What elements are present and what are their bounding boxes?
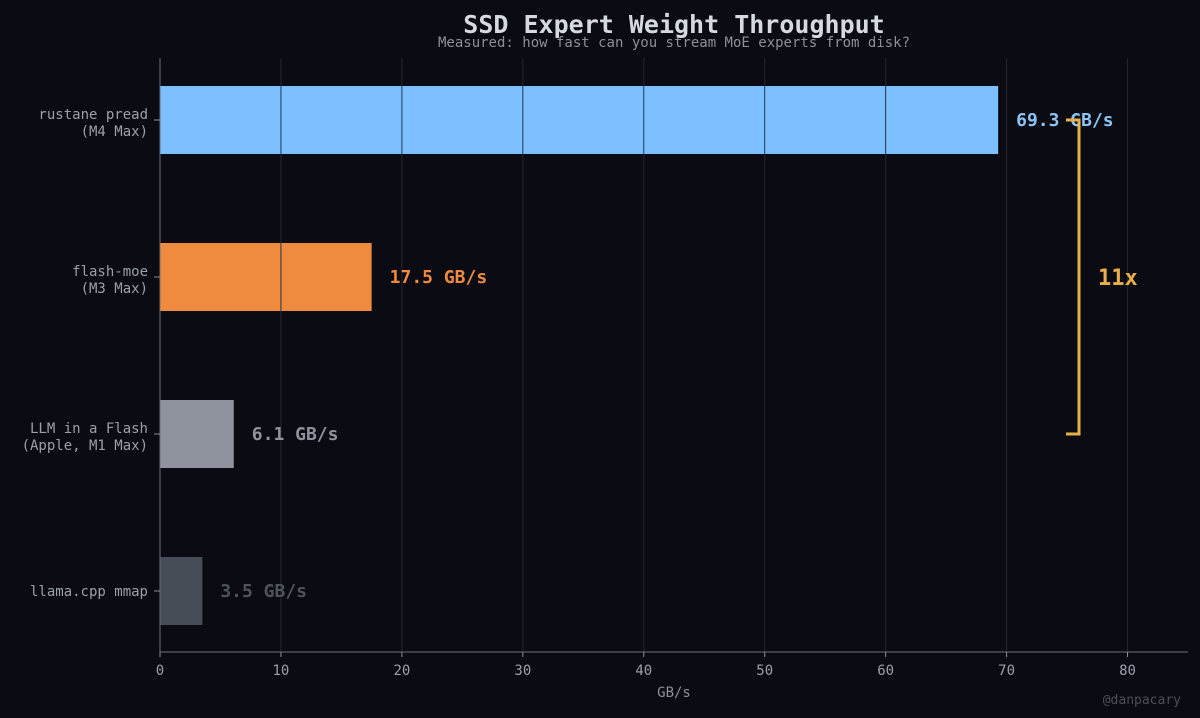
- y-tick-label: (M4 Max): [81, 124, 148, 140]
- value-label: 3.5 GB/s: [220, 581, 307, 602]
- chart-title: SSD Expert Weight Throughput: [463, 10, 884, 39]
- value-label: 6.1 GB/s: [252, 424, 339, 445]
- x-tick-label: 0: [156, 663, 164, 679]
- x-axis-label: GB/s: [657, 685, 691, 701]
- value-labels: 69.3 GB/s 17.5 GB/s 6.1 GB/s 3.5 GB/s: [220, 110, 1113, 602]
- x-ticks: 0 10 20 30 40 50 60 70 80: [156, 652, 1136, 679]
- x-tick-label: 70: [998, 663, 1015, 679]
- axes: [159, 58, 1188, 653]
- credit-label: @danpacary: [1103, 693, 1181, 708]
- x-tick-label: 50: [756, 663, 773, 679]
- ratio-annotation: 11x: [1066, 118, 1138, 436]
- y-tick-label: (M3 Max): [81, 281, 148, 297]
- x-tick-label: 40: [635, 663, 652, 679]
- ratio-label: 11x: [1098, 266, 1138, 291]
- y-tick-label: LLM in a Flash: [30, 421, 148, 437]
- bars: [160, 86, 999, 625]
- grid-lines: [280, 58, 1129, 652]
- y-tick-label: rustane pread: [38, 107, 148, 123]
- x-tick-label: 10: [273, 663, 290, 679]
- x-tick-label: 30: [514, 663, 531, 679]
- value-label: 17.5 GB/s: [390, 267, 488, 288]
- x-tick-label: 60: [877, 663, 894, 679]
- chart-subtitle: Measured: how fast can you stream MoE ex…: [438, 35, 910, 51]
- y-tick-label: llama.cpp mmap: [30, 584, 148, 600]
- y-tick-label: flash-moe: [72, 264, 148, 280]
- value-label: 69.3 GB/s: [1016, 110, 1114, 131]
- ratio-bracket: [1066, 118, 1081, 436]
- bar: [160, 86, 999, 154]
- y-tick-label: (Apple, M1 Max): [22, 438, 148, 454]
- x-tick-label: 20: [393, 663, 410, 679]
- bar: [160, 557, 203, 625]
- bar: [160, 400, 234, 468]
- bar: [160, 243, 372, 311]
- y-tick-labels: rustane pread(M4 Max) flash-moe(M3 Max) LL…: [22, 107, 160, 600]
- x-tick-label: 80: [1119, 663, 1136, 679]
